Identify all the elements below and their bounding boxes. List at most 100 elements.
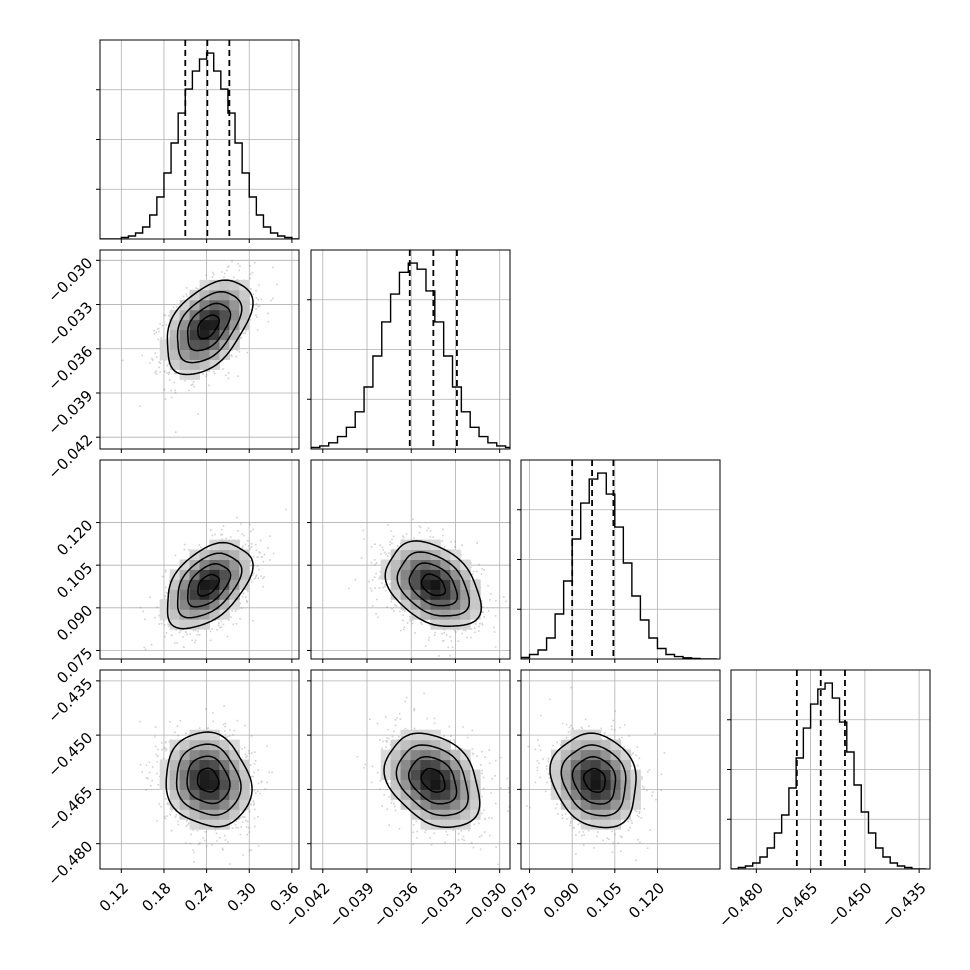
histogram-step-line [311,262,510,449]
density-cell [189,359,200,370]
density-cell [209,789,220,800]
density-cell [610,759,621,770]
density-cell [229,579,240,590]
density-cell [610,749,621,761]
density-cell [440,559,451,570]
density-cell [199,799,210,810]
density-cell [400,559,411,570]
y-tick-label: −0.465 [44,783,96,835]
density-cell [410,749,421,761]
density-cell [620,809,631,820]
density-cell [410,729,421,741]
density-cell [169,579,181,590]
density-cell [179,329,191,341]
density-cell [199,579,210,590]
density-cell [209,799,220,810]
density-cell [470,809,481,820]
density-cell [590,729,602,741]
density-cell [219,779,230,790]
density-cell [460,799,471,810]
density-cell [440,589,451,600]
density-cell [460,809,471,820]
density-cell [179,759,191,770]
density-cell [400,739,411,751]
density-cell [420,589,431,600]
density-cell [199,769,210,780]
density-cell [450,769,461,780]
scatter-panel-1-0 [100,250,299,449]
density-cell [239,299,250,311]
density-cell [420,769,431,780]
density-cell [189,329,200,341]
density-cell [420,579,431,590]
density-cell [209,609,220,620]
density-cell [470,799,481,810]
density-cell [179,619,191,630]
density-cell [380,749,392,761]
density-cell [239,549,250,560]
density-cell [410,759,421,770]
density-cell [219,789,230,800]
density-cell [199,779,210,790]
density-cell [460,589,471,600]
density-cell [169,359,181,370]
density-cell [400,599,411,610]
density-cell [400,779,411,790]
density-cell [189,289,200,301]
density-cell [209,329,220,341]
x-tick-label: 0.30 [224,879,260,915]
density-cell [400,749,411,761]
density-cell [460,759,471,770]
density-cell [229,289,240,301]
density-cell [400,569,411,580]
density-cell [189,339,200,350]
density-cell [179,739,191,751]
contour-line [571,755,617,805]
y-tick-label: 0.075 [53,644,96,687]
density-cell [219,579,230,590]
y-tick-label: −0.036 [44,342,96,394]
density-cell [219,749,230,761]
x-tick-label: −0.039 [326,879,378,931]
density-cell [169,599,181,610]
density-cell [209,539,220,551]
density-cell [430,769,441,780]
density-cell [209,599,220,610]
density-cell [400,549,411,560]
contour-line [166,541,254,630]
density-cell [189,779,200,790]
density-cell [229,309,240,321]
density-cell [199,809,210,820]
density-cell [209,589,220,600]
density-cell [229,589,240,600]
density-cell [199,569,210,580]
contour-line [176,552,243,619]
density-cell [169,749,181,761]
density-cell [420,809,431,820]
histogram-step-line [731,682,927,869]
density-cell [630,789,641,800]
density-cell [209,819,220,830]
density-cell [580,799,592,810]
density-cell [219,279,230,291]
histogram-step-line [521,472,718,659]
density-cell [430,739,441,751]
density-cell [219,349,230,360]
density-cell [460,789,471,800]
density-cell [159,609,171,620]
density-cell [189,619,200,630]
density-cell [209,559,220,570]
density-cell [450,589,461,600]
density-cell [390,749,402,761]
density-cell [570,809,582,820]
density-cell [390,589,402,600]
density-cell [209,579,220,590]
density-cell [410,779,421,790]
density-cell [430,799,441,810]
histogram-panel-2 [521,460,720,659]
density-cell [159,339,171,350]
density-cell [189,749,200,761]
density-cell [199,329,210,341]
density-cell [410,739,421,751]
density-cell [219,299,230,311]
